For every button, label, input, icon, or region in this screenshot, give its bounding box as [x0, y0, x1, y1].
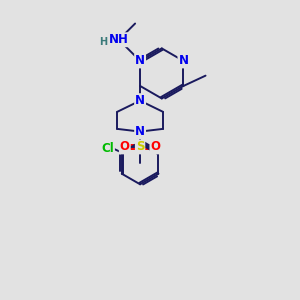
Text: N: N [135, 54, 145, 68]
Text: O: O [120, 140, 130, 153]
Text: H: H [100, 37, 108, 47]
Text: N: N [135, 125, 145, 138]
Text: N: N [178, 54, 188, 68]
Text: NH: NH [109, 33, 129, 46]
Text: Cl: Cl [101, 142, 114, 155]
Text: N: N [135, 94, 145, 107]
Text: S: S [136, 140, 144, 153]
Text: O: O [150, 140, 161, 153]
